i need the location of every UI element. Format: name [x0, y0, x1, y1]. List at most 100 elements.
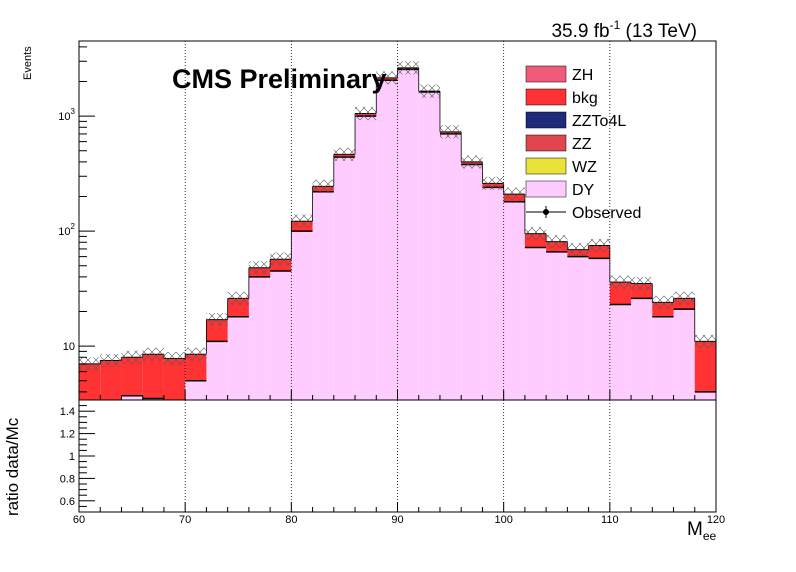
bar-bkg-29	[694, 341, 716, 392]
bar-dy-12	[333, 157, 356, 400]
unc-band-22	[546, 235, 568, 249]
bar-dy-25	[609, 304, 632, 400]
legend-label-observed: Observed	[572, 205, 641, 222]
bar-dy-6	[206, 341, 228, 400]
ratio-y-tick-label-1.2: 1.2	[60, 429, 75, 441]
cms-preliminary-label: CMS Preliminary	[172, 64, 387, 94]
unc-band-9	[270, 252, 292, 266]
legend-swatch-zz	[525, 134, 567, 152]
bar-dy-15	[397, 69, 419, 400]
legend-item-bkg: bkg	[525, 88, 598, 107]
y-axis-label-events: Events	[22, 46, 34, 80]
y-tick-label-100: 102	[58, 222, 75, 238]
unc-band-12	[333, 147, 356, 161]
unc-band-27	[652, 295, 674, 309]
ratio-pad: 0.6 0.8 1 1.2 1.4 60 70 80 90 100 110 120	[60, 399, 725, 526]
y-axis-label-ratio: ratio data/Mc	[3, 417, 22, 516]
legend-swatch-bkg	[525, 88, 567, 106]
unc-band-26	[631, 277, 653, 291]
bar-dy-20	[503, 201, 525, 400]
x-axis-label-subscript: ee	[703, 529, 717, 543]
x-axis-ticks	[78, 390, 717, 400]
legend-swatch-zzto4l	[525, 111, 567, 129]
ratio-y-tick-label-0.6: 0.6	[60, 496, 75, 508]
bar-dy-14	[376, 80, 398, 400]
bar-dy-11	[312, 191, 334, 400]
unc-band-29	[694, 334, 716, 348]
x-tick-label-60: 60	[73, 514, 85, 526]
bar-dy-9	[270, 271, 292, 400]
x-tick-label-110: 110	[601, 514, 619, 526]
bar-dy-5	[185, 380, 207, 400]
unc-band-21	[524, 227, 547, 241]
bar-dy-18	[461, 164, 483, 400]
legend-item-observed: Observed	[526, 205, 641, 222]
bar-bkg-0	[79, 363, 101, 400]
y-axis-ticks: 10 102 103	[58, 46, 95, 393]
legend: ZH bkg ZZTo4L ZZ WZ DY Observed	[525, 65, 641, 222]
bar-dy-16	[418, 92, 440, 400]
legend-marker-dot	[543, 209, 549, 215]
bar-dy-26	[631, 298, 653, 400]
bar-bkg-2	[121, 357, 143, 396]
legend-label-zzto4l: ZZTo4L	[572, 113, 626, 130]
unc-band-1	[100, 353, 122, 368]
bar-dy-24	[588, 258, 610, 400]
bar-dy-28	[673, 309, 695, 400]
unc-band-23	[567, 243, 589, 257]
legend-label-zh: ZH	[572, 67, 593, 84]
y-tick-label-10: 10	[63, 341, 75, 353]
legend-label-wz: WZ	[572, 159, 597, 176]
legend-item-zz: ZZ	[525, 134, 592, 153]
unc-band-19	[482, 176, 504, 190]
legend-swatch-zh	[525, 65, 567, 83]
bar-bkg-4	[163, 358, 186, 400]
lumi-exponent: -1	[610, 18, 621, 32]
ratio-y-axis-ticks: 0.6 0.8 1 1.2 1.4	[60, 399, 95, 513]
legend-label-bkg: bkg	[572, 90, 598, 107]
unc-band-5	[185, 347, 207, 361]
unc-band-10	[291, 214, 313, 228]
uncertainty-band	[79, 61, 716, 371]
ratio-y-tick-label-1: 1	[69, 451, 75, 463]
unc-band-18	[461, 155, 483, 169]
x-tick-label-80: 80	[285, 514, 297, 526]
bar-dy-10	[291, 231, 313, 400]
legend-label-zz: ZZ	[572, 136, 592, 153]
legend-swatch-wz	[525, 157, 567, 175]
bar-dy-21	[524, 247, 547, 400]
unc-band-7	[227, 291, 249, 305]
lumi-energy: (13 TeV)	[620, 21, 697, 42]
main-plot-pad: 10 102 103	[58, 40, 717, 401]
unc-band-6	[206, 313, 228, 327]
x-tick-label-120: 120	[707, 514, 725, 526]
bar-dy-7	[227, 316, 249, 400]
unc-band-8	[248, 261, 271, 275]
legend-item-dy: DY	[525, 180, 595, 199]
legend-item-wz: WZ	[525, 157, 597, 176]
bar-dy-22	[546, 251, 568, 400]
x-axis-label: Mee	[687, 519, 717, 543]
bar-bkg-1	[100, 360, 122, 400]
unc-band-2	[121, 350, 143, 364]
unc-band-28	[673, 291, 695, 305]
bar-dy-23	[567, 256, 589, 400]
legend-swatch-dy	[525, 180, 567, 198]
unc-band-14	[376, 71, 398, 85]
bar-bkg-5	[185, 354, 207, 381]
x-tick-label-90: 90	[391, 514, 403, 526]
ratio-y-tick-label-1.4: 1.4	[60, 406, 75, 418]
x-tick-label-70: 70	[179, 514, 191, 526]
unc-band-15	[397, 61, 419, 75]
ratio-x-grid	[184, 400, 611, 512]
bar-dy-2	[121, 395, 143, 400]
unc-band-25	[609, 275, 632, 289]
legend-label-dy: DY	[572, 182, 595, 199]
unc-band-11	[312, 179, 334, 193]
unc-band-0	[79, 357, 101, 371]
unc-band-17	[439, 125, 462, 139]
x-tick-label-100: 100	[494, 514, 512, 526]
bar-dy-17	[439, 133, 462, 400]
legend-item-zh: ZH	[525, 65, 593, 84]
